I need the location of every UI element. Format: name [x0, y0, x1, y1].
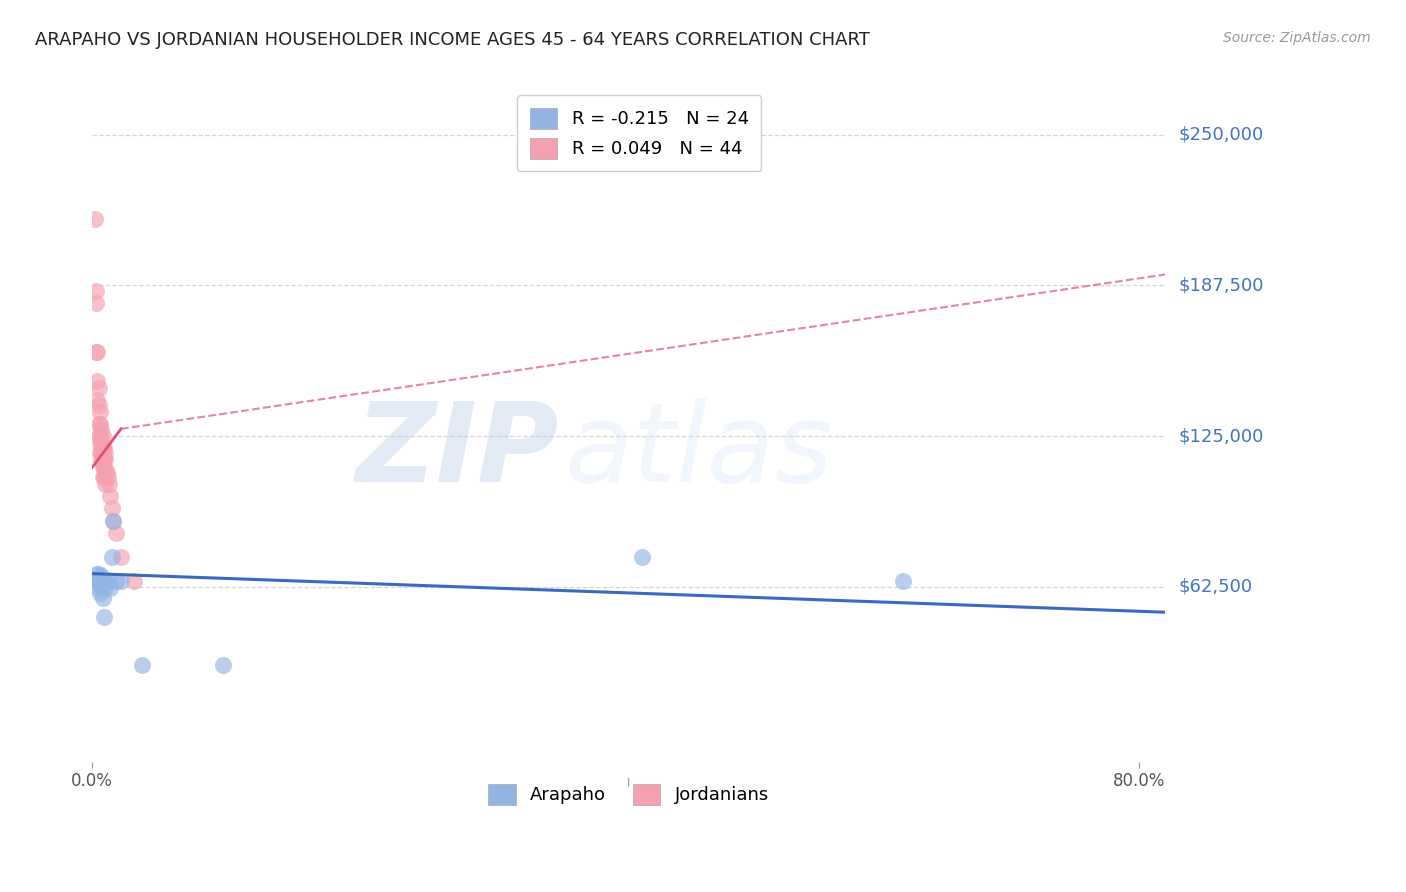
Point — [96, 465, 118, 479]
Point — [87, 566, 110, 581]
Text: ARAPAHO VS JORDANIAN HOUSEHOLDER INCOME AGES 45 - 64 YEARS CORRELATION CHART: ARAPAHO VS JORDANIAN HOUSEHOLDER INCOME … — [35, 31, 870, 49]
Text: atlas: atlas — [564, 398, 832, 505]
Text: $62,500: $62,500 — [1180, 578, 1253, 596]
Text: $125,000: $125,000 — [1180, 427, 1264, 445]
Point — [87, 381, 110, 395]
Point — [90, 422, 112, 436]
Point — [893, 574, 915, 588]
Point — [86, 392, 108, 407]
Point — [87, 417, 110, 431]
Point — [91, 460, 114, 475]
Point — [94, 576, 117, 591]
Point — [91, 446, 114, 460]
Legend: Arapaho, Jordanians: Arapaho, Jordanians — [479, 774, 778, 814]
Point — [84, 296, 107, 310]
Point — [98, 477, 121, 491]
Point — [110, 549, 132, 564]
Point — [100, 581, 122, 595]
Point — [93, 610, 115, 624]
Point — [94, 581, 117, 595]
Point — [90, 441, 112, 455]
Point — [101, 501, 124, 516]
Point — [89, 405, 111, 419]
Point — [104, 574, 127, 588]
Point — [86, 574, 108, 588]
Point — [84, 285, 107, 299]
Point — [101, 514, 124, 528]
Point — [94, 465, 117, 479]
Point — [90, 446, 112, 460]
Point — [104, 525, 127, 540]
Point — [93, 460, 115, 475]
Point — [100, 490, 122, 504]
Point — [89, 586, 111, 600]
Point — [630, 549, 652, 564]
Point — [93, 470, 115, 484]
Point — [94, 453, 117, 467]
Point — [91, 429, 114, 443]
Point — [83, 212, 105, 227]
Point — [89, 436, 111, 450]
Point — [91, 453, 114, 467]
Point — [87, 429, 110, 443]
Point — [94, 446, 117, 460]
Text: ZIP: ZIP — [356, 398, 560, 505]
Point — [90, 453, 112, 467]
Point — [90, 579, 112, 593]
Point — [89, 446, 111, 460]
Point — [87, 581, 110, 595]
Point — [93, 450, 115, 465]
Point — [122, 574, 145, 588]
Point — [91, 441, 114, 455]
Text: $187,500: $187,500 — [1180, 277, 1264, 294]
Point — [212, 658, 235, 673]
Point — [91, 591, 114, 605]
Point — [131, 658, 153, 673]
Text: $250,000: $250,000 — [1180, 126, 1264, 144]
Point — [86, 374, 108, 388]
Point — [101, 514, 124, 528]
Point — [89, 429, 111, 443]
Point — [84, 566, 107, 581]
Point — [84, 344, 107, 359]
Point — [91, 574, 114, 588]
Point — [91, 470, 114, 484]
Point — [83, 574, 105, 588]
Point — [97, 574, 120, 588]
Point — [90, 432, 112, 446]
Point — [110, 574, 132, 588]
Point — [86, 344, 108, 359]
Point — [90, 569, 112, 583]
Point — [87, 398, 110, 412]
Point — [93, 441, 115, 455]
Point — [94, 477, 117, 491]
Point — [101, 549, 124, 564]
Point — [89, 576, 111, 591]
Text: Source: ZipAtlas.com: Source: ZipAtlas.com — [1223, 31, 1371, 45]
Point — [97, 470, 120, 484]
Point — [89, 417, 111, 431]
